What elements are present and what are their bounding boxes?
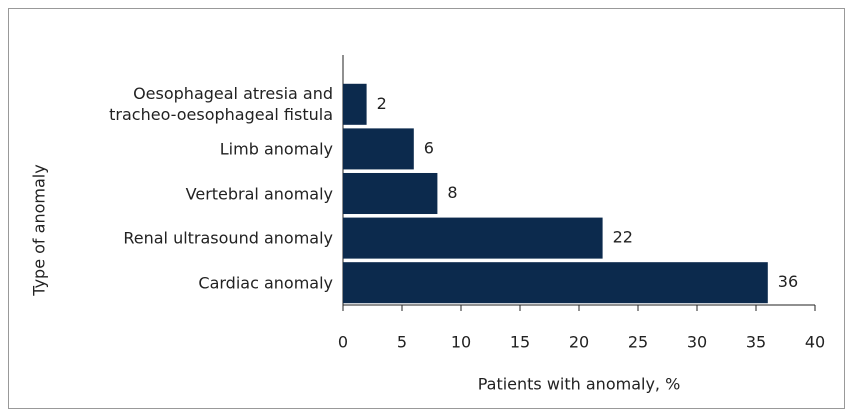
x-tick-label: 35 xyxy=(746,333,766,352)
bar xyxy=(343,83,367,125)
y-tick-label: Renal ultrasound anomaly xyxy=(123,228,333,248)
x-tick-label: 20 xyxy=(569,333,589,352)
y-tick-label: Oesophageal atresia and tracheo-oesophag… xyxy=(109,84,333,125)
x-tick-label: 25 xyxy=(628,333,648,352)
value-label: 22 xyxy=(613,228,633,247)
bar xyxy=(343,217,603,259)
y-tick-label: Limb anomaly xyxy=(219,139,333,159)
x-axis-label: Patients with anomaly, % xyxy=(478,375,681,394)
y-axis-label: Type of anomaly xyxy=(30,164,49,296)
y-tick-label: Vertebral anomaly xyxy=(185,184,333,203)
bar xyxy=(343,262,768,304)
value-label: 8 xyxy=(447,183,457,202)
bar xyxy=(343,128,414,170)
x-tick-label: 15 xyxy=(510,333,530,352)
value-label: 6 xyxy=(424,138,434,157)
x-tick-label: 30 xyxy=(687,333,707,352)
bar xyxy=(343,172,438,215)
y-tick-label: Cardiac anomaly xyxy=(198,273,333,293)
x-tick-label: 5 xyxy=(397,333,407,352)
x-tick-label: 40 xyxy=(805,333,825,352)
value-label: 2 xyxy=(377,94,387,113)
x-tick-label: 10 xyxy=(451,333,471,352)
value-label: 36 xyxy=(778,272,798,291)
frame xyxy=(8,8,845,409)
x-tick-label: 0 xyxy=(338,333,348,352)
